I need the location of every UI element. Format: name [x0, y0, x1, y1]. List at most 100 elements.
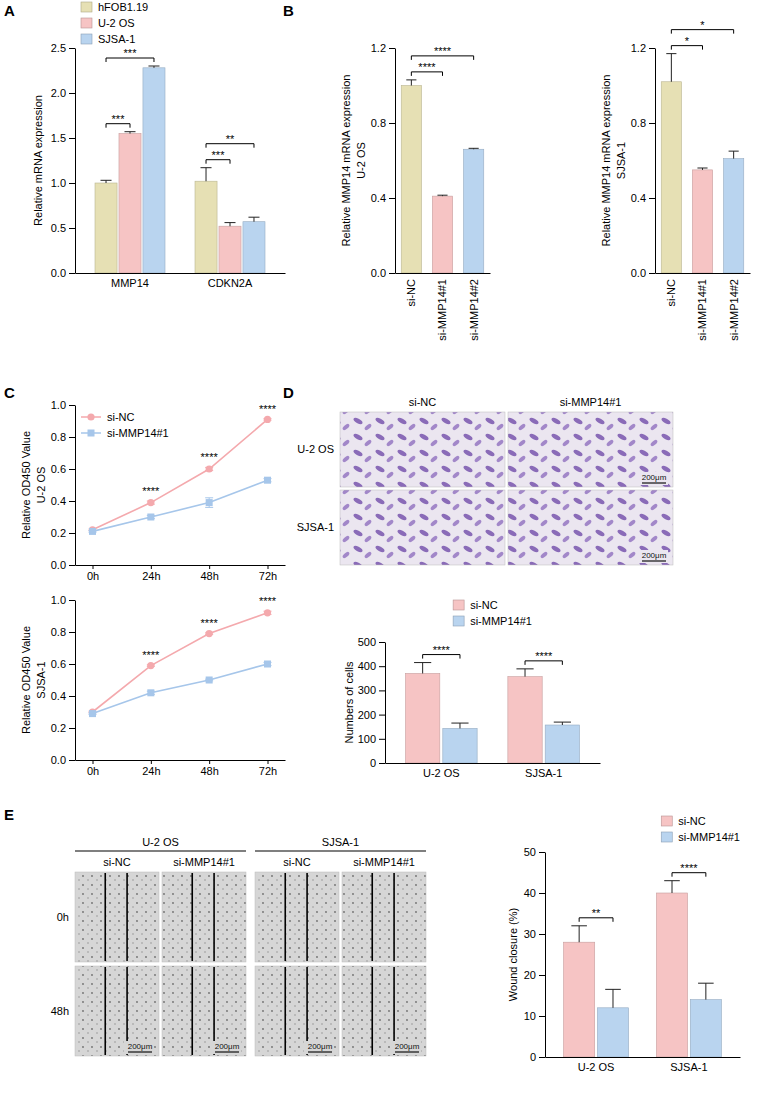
row-label: SJSA-1	[297, 521, 334, 533]
y-axis: 0.00.20.40.60.81.0	[51, 594, 76, 766]
point	[206, 499, 213, 506]
error-bar	[101, 180, 112, 183]
legend-label: si-MMP14#1	[470, 615, 532, 627]
micrograph: 200μm	[508, 412, 673, 487]
x-tick-mark	[268, 565, 269, 569]
y-tick-mark	[69, 273, 75, 274]
y-tick: 300	[358, 684, 385, 696]
plot-area	[405, 663, 579, 763]
scale-bar	[308, 1051, 332, 1052]
micrograph-image	[255, 872, 339, 962]
y-tick: 30	[524, 928, 545, 940]
error-bar	[605, 989, 621, 1007]
y-tick-label: 500	[358, 636, 376, 648]
legend-swatch	[81, 34, 92, 44]
point	[264, 609, 271, 616]
error-bar-stem	[422, 663, 423, 674]
bar	[195, 181, 217, 273]
y-tick-label: 2.0	[51, 87, 66, 99]
micrograph: 200μm	[75, 966, 159, 1056]
significance: *	[671, 19, 733, 34]
x-tick-label: 48h	[200, 570, 218, 582]
x-tick: 24h	[142, 565, 160, 582]
x-axis-line	[546, 1057, 741, 1058]
y-axis-title: SJSA-1	[35, 661, 47, 698]
error-bar-cap	[697, 168, 707, 169]
legend-swatch	[81, 2, 92, 12]
error-bar-cap	[205, 507, 213, 508]
significance: ***	[206, 149, 230, 164]
significance: *	[671, 35, 702, 50]
scale-bar-label: 200μm	[395, 1042, 420, 1051]
y-axis: 0.00.40.81.2	[631, 42, 656, 279]
y-tick-mark	[379, 715, 385, 716]
y-tick: 2.0	[51, 87, 75, 99]
x-axis: U-2 OSSJSA-1	[546, 1057, 741, 1073]
wound-edge	[126, 873, 128, 961]
error-bar	[664, 881, 680, 893]
error-bar-cap	[729, 151, 739, 152]
wound-edge	[371, 873, 373, 961]
error-bar	[516, 669, 533, 677]
error-bar	[698, 983, 714, 999]
significance: **	[206, 133, 254, 148]
micrograph: 200μm	[255, 966, 339, 1056]
bar	[692, 170, 712, 273]
legend-label: SJSA-1	[98, 33, 135, 45]
y-axis: 0.00.51.01.52.02.5	[51, 42, 76, 279]
y-axis-title: Relative MMP14 mRNA expression	[600, 75, 612, 247]
y-tick: 0.4	[631, 192, 655, 204]
legend-label: si-MMP14#1	[107, 427, 169, 439]
column-label: si-NC	[283, 856, 311, 868]
bar	[656, 893, 687, 1057]
x-tick-mark	[209, 760, 210, 764]
error-bar	[666, 54, 676, 82]
x-tick-label: si-MMP14#2	[467, 279, 479, 341]
y-tick-mark	[69, 183, 75, 184]
y-tick-mark	[379, 739, 385, 740]
x-axis: si-NCsi-MMP14#1si-MMP14#2	[656, 273, 751, 341]
x-tick: 0h	[87, 760, 99, 777]
y-tick-label: 0.4	[51, 690, 66, 702]
y-tick-label: 0.6	[51, 463, 66, 475]
point	[147, 514, 154, 521]
legend-entry: SJSA-1	[81, 33, 135, 45]
point	[264, 416, 271, 423]
y-tick-mark	[69, 600, 75, 601]
significance-label: ***	[124, 47, 138, 59]
y-tick-mark	[389, 48, 395, 49]
significance-label: ****	[535, 650, 553, 662]
error-bar-cap	[101, 180, 112, 181]
y-tick-mark	[539, 975, 545, 976]
significance: ****	[411, 45, 473, 60]
y-axis-line	[75, 601, 76, 761]
y-axis: 0.00.40.81.2	[371, 42, 396, 279]
y-tick-label: 2.5	[51, 42, 66, 54]
significance-label: ****	[201, 617, 219, 629]
y-tick: 0.8	[51, 431, 75, 443]
micrograph: 200μm	[508, 490, 673, 565]
y-tick: 40	[524, 887, 545, 899]
legend-entry: si-NC	[661, 815, 706, 827]
scale-bar-patch	[391, 1041, 421, 1054]
x-tick-label: 72h	[259, 765, 277, 777]
y-tick-mark	[69, 437, 75, 438]
scale-bar	[215, 1051, 239, 1052]
legend-swatch	[661, 816, 672, 826]
y-axis-line	[545, 853, 546, 1058]
y-tick-label: 0.5	[51, 222, 66, 234]
x-tick-label: 24h	[142, 765, 160, 777]
y-tick-label: 20	[524, 969, 536, 981]
y-tick-label: 10	[524, 1010, 536, 1022]
wound-edge	[104, 967, 106, 1055]
legend-swatch	[81, 18, 92, 28]
y-tick-label: 30	[524, 928, 536, 940]
legend-swatch	[661, 832, 672, 842]
y-axis-title: Numbers of cells	[343, 661, 355, 743]
y-tick: 100	[358, 733, 385, 745]
y-tick-label: 40	[524, 887, 536, 899]
x-tick-label: 0h	[87, 570, 99, 582]
group-header-rule	[75, 850, 246, 851]
scale-bar-label: 200μm	[215, 1042, 240, 1051]
y-tick-label: 0.8	[51, 626, 66, 638]
